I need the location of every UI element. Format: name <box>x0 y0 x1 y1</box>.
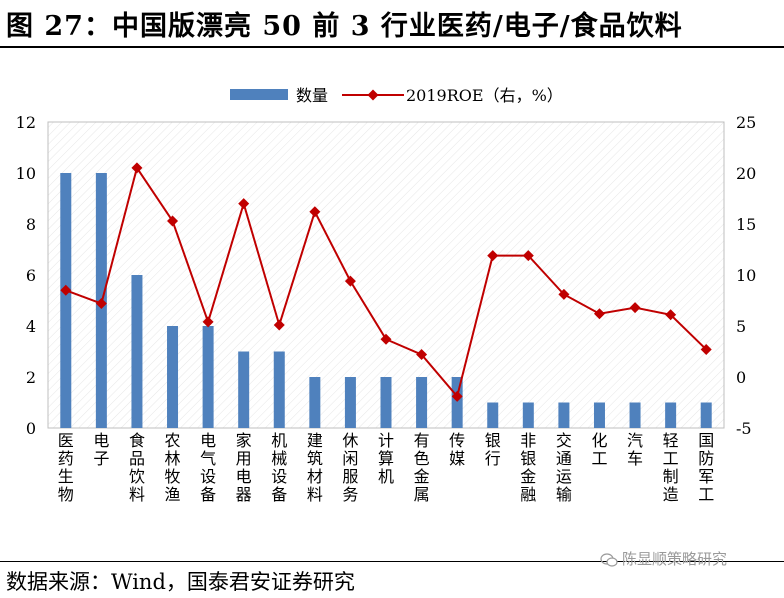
watermark-text: 陈显顺策略研究 <box>622 550 728 568</box>
y-left-tick-label: 10 <box>16 164 36 183</box>
y-right-tick-label: -5 <box>736 419 752 438</box>
y-left-tick-label: 6 <box>26 266 36 285</box>
roe-point <box>487 250 499 262</box>
legend-bar-swatch <box>230 89 288 100</box>
roe-point <box>558 288 570 300</box>
watermark: 陈显顺策略研究 <box>600 548 727 569</box>
combo-chart: 数量 2019ROE（右，%） 0 2 4 6 8 10 12 -5 0 5 10 15 20 25 医药… <box>16 86 757 504</box>
x-category-label: 汽车 <box>627 431 643 468</box>
roe-point <box>665 309 677 321</box>
bar-count <box>522 402 534 428</box>
roe-point <box>416 349 428 361</box>
x-category-label: 电气设备 <box>200 431 216 504</box>
roe-point <box>380 333 392 345</box>
bar-count <box>309 377 321 428</box>
bar-count <box>629 402 641 428</box>
bar-count <box>131 275 143 428</box>
bar-count <box>202 326 214 428</box>
wechat-icon <box>600 552 618 567</box>
y-right-tick-label: 25 <box>736 113 756 132</box>
x-category-label: 传媒 <box>449 431 465 468</box>
figure-title: 图 27：中国版漂亮 50 前 3 行业医药/电子/食品饮料 <box>6 11 683 42</box>
roe-point <box>273 319 285 331</box>
bottom-rule <box>0 561 784 562</box>
roe-point <box>167 215 179 227</box>
x-category-label: 非银金融 <box>520 431 536 504</box>
legend-line-label: 2019ROE（右，%） <box>406 86 563 105</box>
y-right-tick-label: 5 <box>736 317 746 336</box>
legend-line-marker <box>367 89 379 101</box>
y-right-tick-label: 15 <box>736 215 756 234</box>
y-left-tick-label: 4 <box>26 317 36 336</box>
bar-count <box>238 351 250 428</box>
bar-count <box>665 402 677 428</box>
bar-count <box>167 326 179 428</box>
bar-count <box>344 377 356 428</box>
roe-point <box>95 298 107 310</box>
x-category-label: 医药生物 <box>58 431 74 504</box>
top-rule <box>0 46 784 48</box>
x-category-label: 农林牧渔 <box>165 431 181 504</box>
x-category-label: 机械设备 <box>271 431 287 504</box>
x-category-label: 家用电器 <box>236 431 252 504</box>
roe-point <box>593 308 605 320</box>
x-category-label: 食品饮料 <box>129 431 145 504</box>
chart-legend: 数量 2019ROE（右，%） <box>230 86 563 105</box>
bar-count <box>380 377 392 428</box>
bar-count <box>700 402 712 428</box>
roe-point <box>238 198 250 210</box>
y-left-tick-label: 2 <box>26 368 36 387</box>
bar-count <box>451 377 463 428</box>
source-note: 数据来源：Wind，国泰君安证券研究 <box>6 570 355 594</box>
y-left-tick-label: 12 <box>16 113 36 132</box>
roe-point <box>522 250 534 262</box>
x-category-label: 轻工制造 <box>663 431 679 504</box>
bar-count <box>273 351 285 428</box>
y-right-tick-label: 0 <box>736 368 746 387</box>
x-category-label: 计算机 <box>378 431 394 486</box>
x-category-label: 化工 <box>591 431 607 468</box>
x-category-label: 国防军工 <box>698 431 714 504</box>
roe-point <box>309 206 321 218</box>
roe-point <box>131 162 143 174</box>
y-right-tick-label: 20 <box>736 164 756 183</box>
bar-count <box>558 402 570 428</box>
x-category-label: 建筑材料 <box>307 431 323 504</box>
x-category-label: 电子 <box>93 431 109 468</box>
bar-count <box>60 173 72 428</box>
y-right-tick-label: 10 <box>736 266 756 285</box>
roe-point <box>60 284 72 296</box>
y-left-tick-label: 0 <box>26 419 36 438</box>
x-category-label: 有色金属 <box>414 431 430 504</box>
bar-count <box>416 377 428 428</box>
roe-point <box>700 343 712 355</box>
bar-count <box>487 402 499 428</box>
roe-point <box>629 302 641 314</box>
bar-count <box>593 402 605 428</box>
roe-point <box>202 316 214 328</box>
x-category-label: 交通运输 <box>556 431 572 504</box>
y-left-tick-label: 8 <box>26 215 36 234</box>
x-category-label: 休闲服务 <box>342 431 358 504</box>
roe-point <box>451 390 463 402</box>
legend-bar-label: 数量 <box>296 86 328 105</box>
roe-point <box>344 275 356 287</box>
x-category-label: 银行 <box>485 431 501 468</box>
